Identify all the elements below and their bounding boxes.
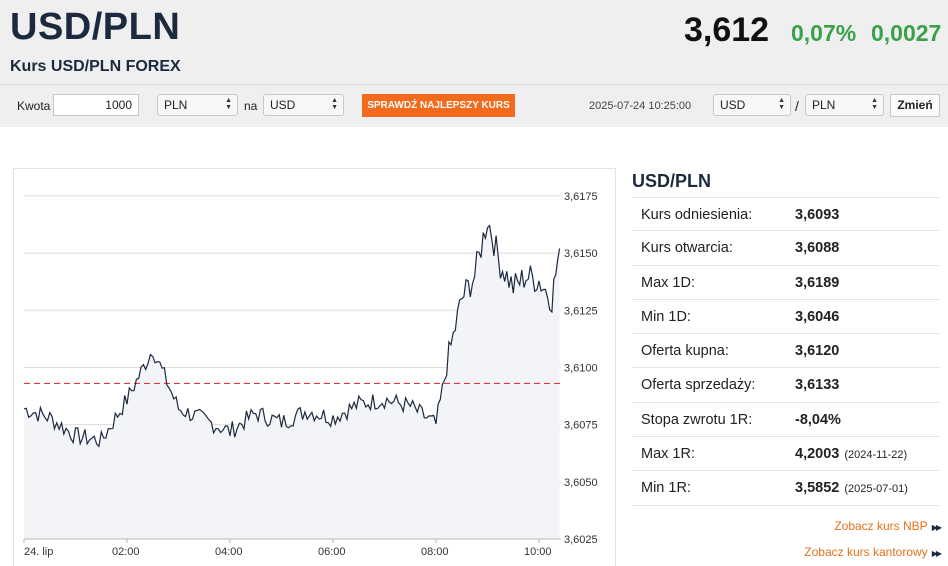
nbp-rate-link-label: Zobacz kurs NBP	[834, 519, 928, 533]
quote-timestamp: 2025-07-24 10:25:00	[589, 100, 692, 112]
stat-value: -8,04%	[795, 412, 841, 428]
quote-currency-value: PLN	[812, 98, 836, 112]
double-arrow-right-icon: ▶▶	[931, 549, 942, 558]
stat-number: 3,6088	[795, 240, 840, 257]
stat-date: (2024-11-22)	[844, 449, 908, 462]
series-area	[24, 225, 560, 539]
x-tick-label: 24. lip	[24, 546, 53, 558]
change-pair-button[interactable]: Zmień	[890, 94, 940, 117]
y-tick-label: 3,6050	[564, 477, 598, 489]
page-title: USD/PLN	[10, 6, 181, 48]
amount-label: Kwota	[17, 99, 51, 113]
stat-row: Stopa zwrotu 1R: -8,04%	[632, 403, 940, 438]
pair-separator: /	[795, 98, 799, 114]
select-arrows-icon: ▲ ▼	[331, 97, 338, 111]
stat-number: 3,6093	[795, 207, 840, 223]
stat-number: -8,04%	[795, 411, 841, 428]
stat-number: 3,6189	[795, 274, 840, 291]
exchange-office-rate-link[interactable]: Zobacz kurs kantorowy ▶▶	[804, 545, 942, 559]
stat-value: 3,6088	[795, 240, 839, 256]
x-tick-label: 08:00	[421, 546, 449, 558]
stat-label: Kurs odniesienia:	[641, 207, 753, 223]
change-absolute: 0,0027	[871, 20, 942, 46]
stat-number: 3,6120	[795, 343, 840, 360]
amount-input[interactable]	[53, 94, 139, 116]
stat-label: Max 1R:	[641, 446, 695, 463]
quote-header: USD/PLN Kurs USD/PLN FOREX 3,612 0,07% 0…	[0, 0, 948, 127]
change-percent: 0,07%	[791, 20, 857, 46]
stat-value: 3,6120	[795, 343, 839, 359]
y-tick-label: 3,6175	[564, 191, 598, 203]
stat-row: Max 1D: 3,6189	[632, 266, 940, 300]
panel-title: USD/PLN	[632, 171, 712, 191]
stat-label: Min 1D:	[641, 308, 691, 325]
stat-date: (2025-07-01)	[844, 483, 908, 496]
to-label: na	[244, 99, 258, 113]
stat-value: 3,5852 (2025-07-01)	[795, 480, 908, 496]
stat-label: Oferta kupna:	[641, 343, 729, 360]
page-subtitle: Kurs USD/PLN FOREX	[10, 58, 181, 75]
current-price: 3,612	[684, 11, 770, 49]
nbp-rate-link[interactable]: Zobacz kurs NBP ▶▶	[834, 519, 942, 533]
stat-value: 3,6133	[795, 377, 839, 393]
to-currency-select[interactable]: USD ▲ ▼	[263, 94, 344, 116]
x-tick-label: 04:00	[215, 546, 243, 558]
header-divider	[0, 84, 948, 85]
price-chart[interactable]: 3,6025 3,6050 3,6075 3,6100 3,6125 3,6150 3,61…	[13, 168, 616, 566]
exchange-office-rate-link-label: Zobacz kurs kantorowy	[804, 545, 928, 559]
x-tick-label: 10:00	[524, 546, 552, 558]
double-arrow-right-icon: ▶▶	[931, 523, 942, 532]
stat-label: Max 1D:	[641, 274, 695, 291]
stat-label: Oferta sprzedaży:	[641, 377, 756, 394]
to-currency-value: USD	[270, 98, 296, 112]
y-tick-label: 3,6150	[564, 248, 598, 260]
base-currency-select[interactable]: USD ▲ ▼	[713, 94, 791, 116]
stat-row: Kurs odniesienia: 3,6093	[632, 197, 940, 232]
x-tick-label: 06:00	[318, 546, 346, 558]
x-tick-label: 02:00	[112, 546, 140, 558]
from-currency-value: PLN	[164, 98, 188, 112]
y-tick-label: 3,6075	[564, 420, 598, 432]
y-tick-label: 3,6025	[564, 534, 598, 546]
from-currency-select[interactable]: PLN ▲ ▼	[157, 94, 238, 116]
y-tick-label: 3,6100	[564, 362, 598, 374]
quote-currency-select[interactable]: PLN ▲ ▼	[805, 94, 884, 116]
stat-number: 3,5852	[795, 480, 840, 497]
stat-row: Kurs otwarcia: 3,6088	[632, 231, 940, 266]
stat-value: 4,2003 (2024-11-22)	[795, 446, 907, 462]
base-currency-value: USD	[720, 98, 746, 112]
stat-row: Oferta sprzedaży: 3,6133	[632, 368, 940, 403]
stat-number: 3,6046	[795, 308, 840, 325]
select-arrows-icon: ▲ ▼	[871, 97, 878, 111]
stat-number: 4,2003	[795, 446, 840, 463]
stat-value: 3,6093	[795, 207, 839, 223]
stat-value: 3,6189	[795, 275, 839, 291]
stat-number: 3,6133	[795, 377, 840, 394]
select-arrows-icon: ▲ ▼	[225, 97, 232, 111]
stat-row: Max 1R: 4,2003 (2024-11-22)	[632, 437, 940, 472]
y-tick-label: 3,6125	[564, 305, 598, 317]
price-chart-svg: 3,6025 3,6050 3,6075 3,6100 3,6125 3,6150 3,61…	[23, 191, 598, 558]
stat-row: Oferta kupna: 3,6120	[632, 334, 940, 369]
stat-row: Min 1D: 3,6046	[632, 300, 940, 335]
stat-value: 3,6046	[795, 309, 839, 325]
stats-table: Kurs odniesienia: 3,6093 Kurs otwarcia: …	[632, 197, 940, 506]
select-arrows-icon: ▲ ▼	[778, 97, 785, 111]
series-line	[23, 224, 561, 448]
stat-row: Min 1R: 3,5852 (2025-07-01)	[632, 471, 940, 506]
stat-label: Min 1R:	[641, 480, 691, 497]
check-best-rate-button[interactable]: SPRAWDŹ NAJLEPSZY KURS	[362, 94, 515, 117]
stat-label: Kurs otwarcia:	[641, 240, 733, 257]
stat-label: Stopa zwrotu 1R:	[641, 411, 753, 428]
